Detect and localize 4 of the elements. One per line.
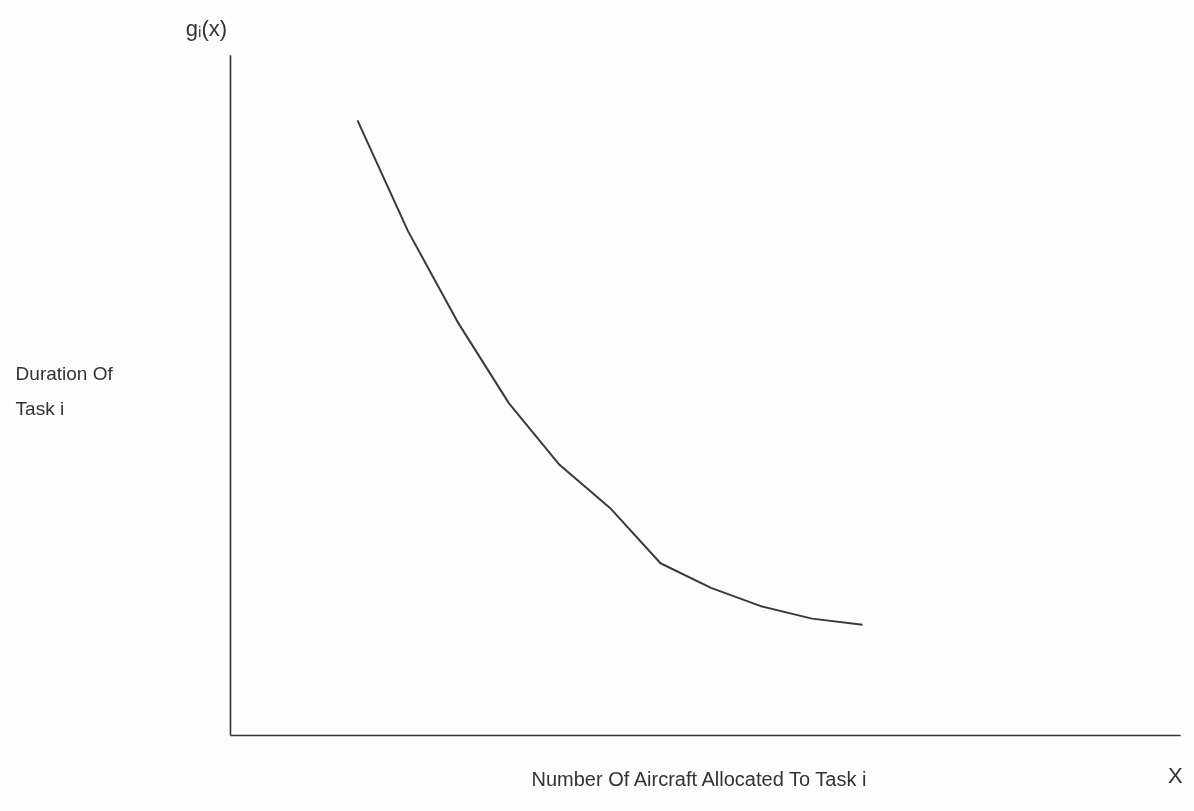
text: X: [1168, 762, 1184, 788]
x-axis-title: Number Of Aircraft Allocated To Task i: [531, 767, 867, 790]
text: Duration Of Task i: [15, 362, 114, 420]
text: gᵢ(x): [185, 15, 228, 41]
